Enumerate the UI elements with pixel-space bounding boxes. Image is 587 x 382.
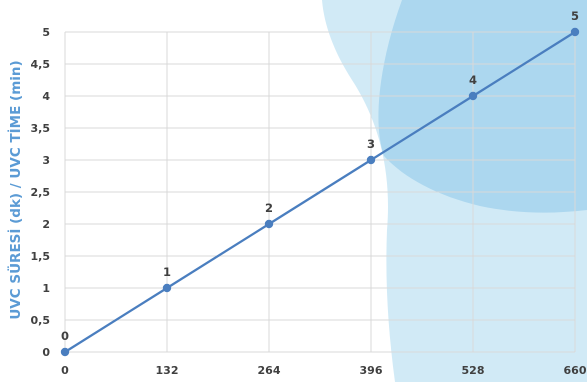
y-tick-label: 0 [42,346,50,359]
gridlines [64,31,576,353]
background-decoration [322,0,587,382]
series-path [64,31,576,353]
data-point [570,27,580,37]
data-label: 0 [61,329,69,343]
y-tick-label: 3,5 [31,122,51,135]
data-point [60,347,70,357]
data-point [468,91,478,101]
data-labels: 0 1 2 3 4 5 [61,9,579,343]
data-point [264,219,274,229]
x-tick-label: 264 [258,364,281,377]
y-axis-title: UVC SÜRESİ (dk) / UVC TİME (min) [6,60,24,319]
y-tick-label: 0,5 [31,314,51,327]
y-tick-label: 1 [42,282,50,295]
data-label: 1 [163,265,171,279]
data-point [162,283,172,293]
data-label: 2 [265,201,273,215]
x-tick-label: 660 [564,364,587,377]
background-blob-dark [378,0,587,213]
data-point [366,155,376,165]
x-tick-label: 396 [360,364,383,377]
axes: 00,511,522,533,544,550 132 264 396 528 660 [31,26,587,377]
y-tick-label: 1,5 [31,250,51,263]
data-label: 4 [469,73,477,87]
x-tick-label: 132 [156,364,179,377]
y-tick-label: 3 [42,154,50,167]
data-label: 5 [571,9,579,23]
data-label: 3 [367,137,375,151]
y-tick-label: 4,5 [31,58,51,71]
x-tick-label: 0 [61,364,69,377]
x-tick-label: 528 [462,364,485,377]
y-tick-label: 5 [42,26,50,39]
series-line [60,27,580,357]
y-tick-label: 2 [42,218,50,231]
y-tick-label: 4 [42,90,50,103]
y-tick-label: 2,5 [31,186,51,199]
